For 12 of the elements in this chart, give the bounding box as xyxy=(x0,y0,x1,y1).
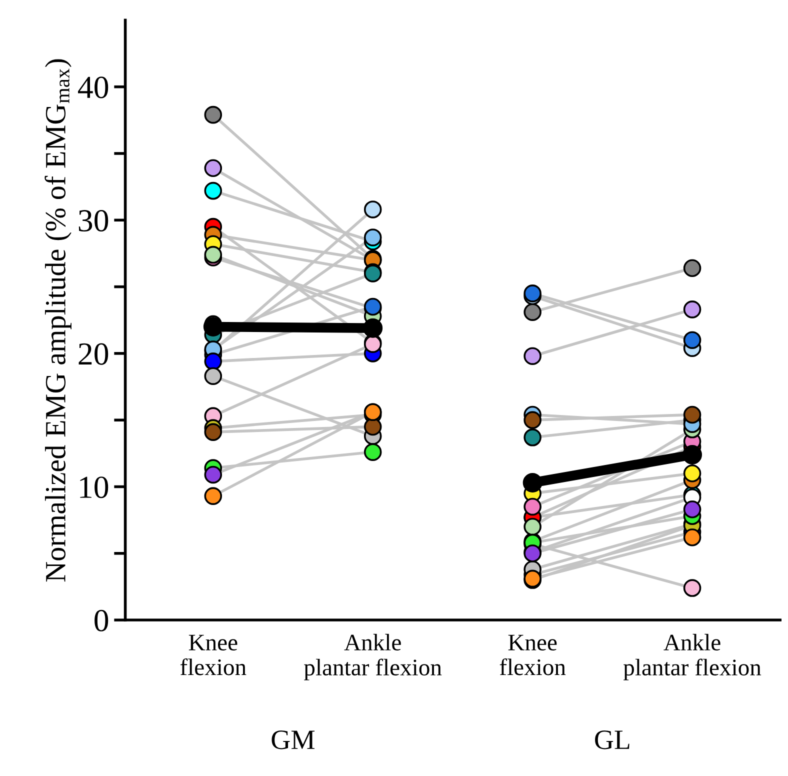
text: GM xyxy=(272,730,315,750)
x-tick-label: Knee flexion xyxy=(180,634,246,676)
y-tick-label: 40 xyxy=(78,76,108,98)
y-tick-label: 10 xyxy=(80,476,108,498)
x-tick-label: Ankle plantar flexion xyxy=(623,634,762,680)
x-tick-label: Knee flexion xyxy=(500,634,566,676)
y-tick-label: 20 xyxy=(78,343,108,365)
y-tick-label: 0 xyxy=(94,610,108,632)
x-tick-label: Ankle plantar flexion xyxy=(304,634,442,680)
y-tick-label: 30 xyxy=(78,210,108,232)
text: GL xyxy=(595,730,630,750)
y-axis-title: Normalized EMG amplitude (% of EMG$_{max}$) xyxy=(44,59,72,582)
